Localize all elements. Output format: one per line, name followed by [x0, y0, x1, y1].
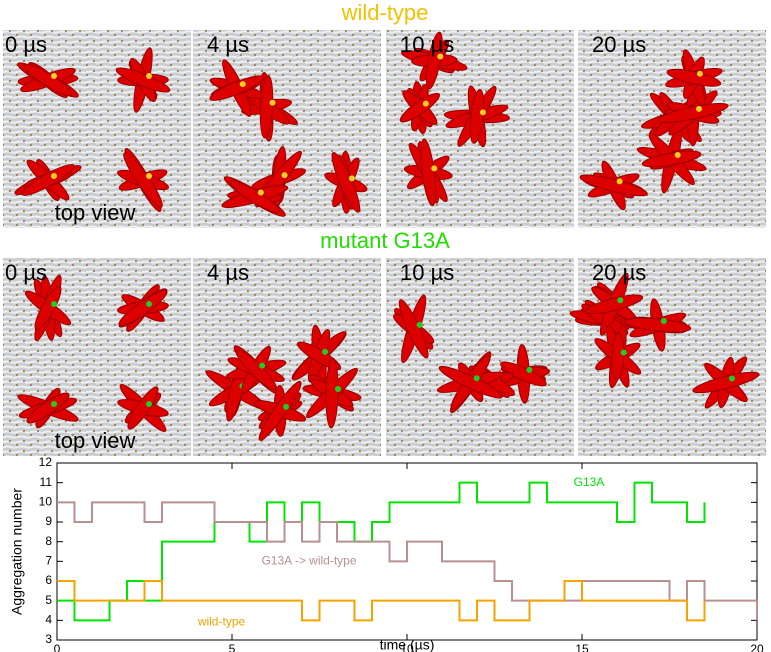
y-tick-label: 6: [45, 573, 52, 587]
residue: [259, 362, 266, 369]
peptide: [209, 75, 265, 101]
residue: [239, 81, 246, 88]
y-tick-label: 9: [45, 514, 52, 528]
residue: [51, 173, 57, 179]
residue: [620, 349, 627, 356]
peptide: [469, 89, 485, 144]
peptide: [438, 365, 503, 399]
time-label: 20 µs: [592, 260, 646, 285]
residue: [146, 401, 152, 407]
residue: [696, 105, 703, 112]
series-label: wild-type: [197, 614, 246, 628]
peptide: [624, 317, 692, 333]
residue: [51, 401, 57, 407]
peptide: [26, 392, 70, 424]
view-note: top view: [55, 428, 136, 453]
peptide: [500, 361, 547, 387]
view-note: top view: [55, 200, 136, 225]
residue: [146, 301, 152, 307]
residue: [526, 366, 533, 373]
x-tick-label: 5: [229, 642, 236, 652]
peptide: [21, 164, 75, 196]
series-line: [57, 501, 758, 621]
residue: [281, 172, 288, 179]
row-title: mutant G13A: [320, 228, 450, 253]
peptide: [399, 92, 440, 123]
residue: [422, 100, 429, 107]
residue: [437, 53, 444, 60]
series-label: G13A -> wild-type: [261, 554, 356, 568]
y-tick-label: 10: [39, 495, 53, 509]
residue: [617, 297, 624, 304]
residue: [660, 318, 667, 325]
peptide: [23, 63, 73, 97]
peptide: [127, 386, 159, 430]
residue: [146, 173, 152, 179]
y-tick-label: 8: [45, 534, 52, 548]
residue: [674, 152, 681, 159]
peptide: [641, 150, 702, 168]
residue: [335, 385, 342, 392]
peptide: [118, 289, 168, 327]
residue: [431, 165, 438, 172]
series-label: G13A: [574, 475, 605, 489]
time-label: 0 µs: [5, 32, 47, 57]
peptide: [258, 380, 302, 441]
x-axis-label: time (µs): [380, 637, 435, 652]
time-label: 4 µs: [207, 260, 249, 285]
peptide: [420, 138, 437, 207]
peptide: [611, 333, 625, 380]
residue: [728, 375, 735, 382]
y-tick-label: 12: [39, 455, 53, 469]
y-axis-label: Aggregation number: [9, 488, 25, 615]
time-label: 10 µs: [400, 260, 454, 285]
peptide: [34, 285, 62, 331]
series-line: [57, 580, 706, 622]
row-title: wild-type: [341, 0, 429, 25]
peptide: [585, 294, 644, 315]
residue: [257, 189, 264, 196]
x-tick-label: 0: [54, 642, 61, 652]
y-tick-label: 7: [45, 554, 52, 568]
peptide: [579, 174, 648, 197]
peptide: [325, 357, 339, 429]
peptide: [229, 180, 280, 213]
residue: [348, 175, 355, 182]
peptide: [666, 68, 722, 87]
residue: [479, 109, 486, 116]
residue: [146, 73, 152, 79]
y-tick-label: 3: [45, 632, 52, 646]
peptide: [657, 102, 729, 123]
peptide: [259, 75, 274, 139]
residue: [473, 375, 480, 382]
x-tick-label: 20: [750, 642, 764, 652]
time-label: 0 µs: [5, 260, 47, 285]
residue: [283, 403, 290, 410]
snapshot: [193, 258, 381, 456]
snapshot: [386, 258, 574, 456]
residue: [416, 321, 423, 328]
x-tick-label: 15: [575, 642, 589, 652]
y-tick-label: 11: [40, 475, 53, 489]
residue: [51, 73, 57, 79]
y-tick-label: 4: [45, 613, 52, 627]
time-label: 4 µs: [207, 32, 249, 57]
residue: [269, 99, 276, 106]
time-label: 10 µs: [400, 32, 454, 57]
residue: [696, 70, 703, 77]
peptide: [692, 371, 760, 394]
residue: [616, 178, 623, 185]
residue: [51, 301, 57, 307]
y-tick-label: 5: [45, 593, 52, 607]
peptide: [425, 31, 443, 90]
time-label: 20 µs: [592, 32, 646, 57]
snapshot: [3, 30, 191, 228]
x-tick-label: 10: [400, 642, 414, 652]
residue: [322, 348, 329, 355]
peptide: [115, 67, 171, 93]
